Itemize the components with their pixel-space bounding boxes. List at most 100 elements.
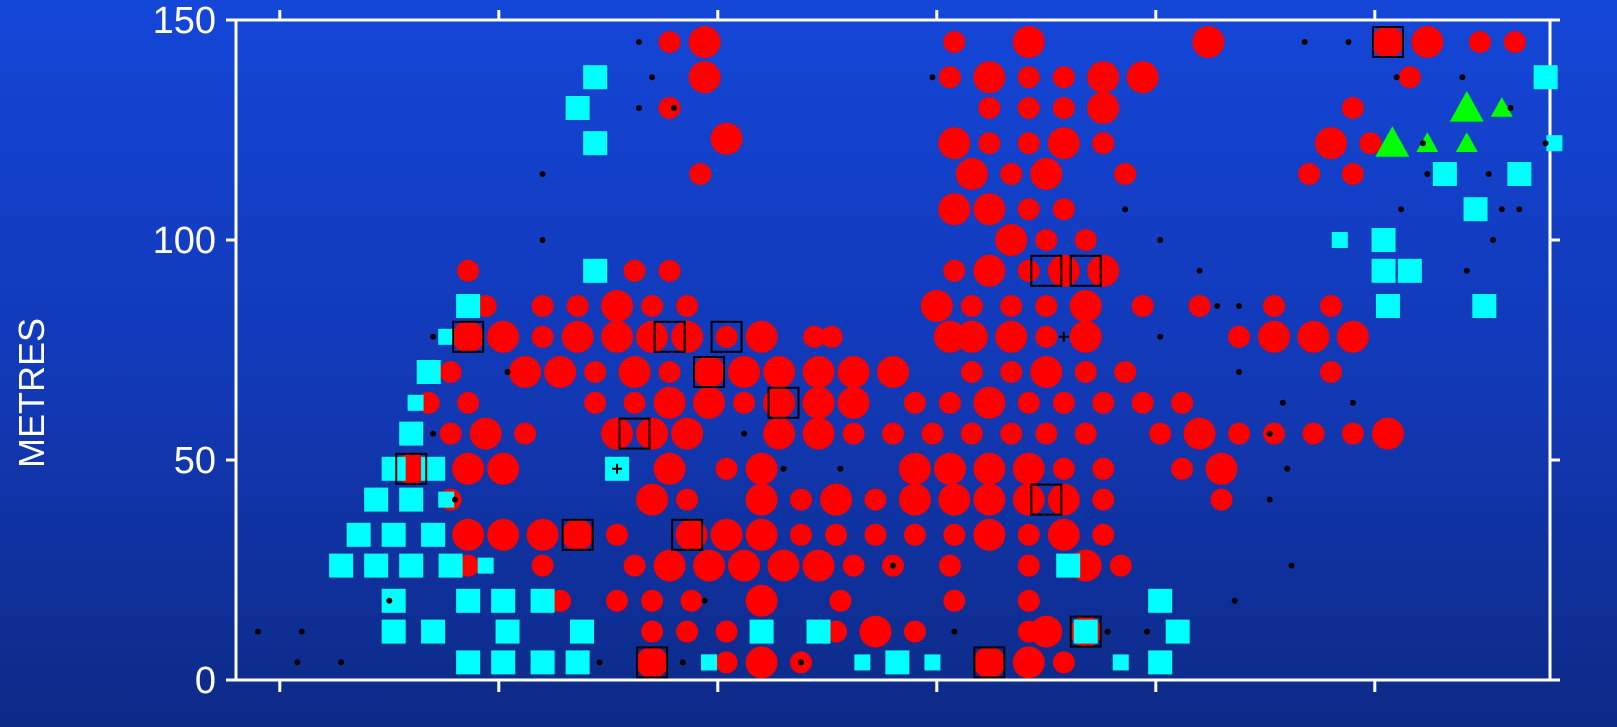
red-circle-point bbox=[452, 518, 485, 551]
outline-square-marker bbox=[395, 452, 428, 485]
red-circle-point bbox=[601, 417, 634, 450]
red-circle-point bbox=[1298, 163, 1321, 185]
red-circle-point bbox=[680, 589, 703, 612]
red-circle-point bbox=[1258, 320, 1291, 353]
black-dot-point bbox=[701, 597, 708, 604]
red-circle-point bbox=[457, 391, 480, 414]
red-circle-point bbox=[1192, 26, 1225, 58]
black-dot-point bbox=[1214, 303, 1221, 309]
outline-square-marker bbox=[1030, 254, 1063, 287]
black-dot-point bbox=[254, 628, 261, 635]
red-circle-point bbox=[1109, 554, 1132, 577]
red-circle-point bbox=[606, 589, 629, 612]
red-circle-point bbox=[1320, 295, 1342, 317]
black-dot-point bbox=[890, 562, 896, 569]
green-triangle-point bbox=[1416, 132, 1439, 152]
red-circle-point bbox=[898, 483, 931, 516]
black-dot-point bbox=[929, 74, 936, 81]
red-circle-point bbox=[710, 518, 743, 551]
red-circle-point bbox=[1336, 320, 1369, 353]
red-circle-point bbox=[820, 325, 843, 348]
red-circle-point bbox=[1341, 163, 1364, 185]
cyan-square-point bbox=[1546, 135, 1563, 152]
y-tick-label: 100 bbox=[153, 220, 216, 262]
red-circle-point bbox=[487, 320, 520, 353]
red-circle-point bbox=[653, 549, 686, 582]
red-circle-point bbox=[1000, 422, 1023, 445]
red-circle-point bbox=[1052, 391, 1075, 414]
black-dot-point bbox=[430, 430, 437, 437]
red-circle-point bbox=[1371, 417, 1404, 450]
red-circle-point bbox=[1017, 523, 1040, 546]
red-circle-point bbox=[1320, 361, 1342, 383]
red-circle-point bbox=[1030, 158, 1063, 190]
red-circle-point bbox=[693, 549, 726, 582]
red-circle-point bbox=[1171, 391, 1194, 414]
black-dot-point bbox=[1231, 597, 1238, 604]
black-dot-point bbox=[1516, 206, 1523, 213]
red-circle-point bbox=[1210, 488, 1233, 511]
red-circle-point bbox=[526, 518, 559, 551]
cyan-square-point bbox=[438, 328, 455, 345]
black-dot-point bbox=[386, 597, 393, 604]
red-circle-point bbox=[1149, 422, 1172, 445]
red-circle-point bbox=[452, 320, 485, 353]
cyan-square-point bbox=[565, 96, 590, 120]
red-circle-point bbox=[837, 356, 870, 388]
red-circle-point bbox=[1263, 295, 1286, 317]
red-circle-point bbox=[1263, 422, 1286, 445]
red-circle-point bbox=[1503, 31, 1526, 53]
cyan-square-point bbox=[1331, 232, 1348, 248]
cyan-square-point bbox=[495, 619, 520, 644]
black-dot-point bbox=[596, 659, 603, 666]
cyan-square-point bbox=[854, 654, 871, 671]
red-circle-point bbox=[487, 452, 520, 485]
black-dot-point bbox=[1104, 628, 1111, 635]
red-circle-point bbox=[658, 31, 681, 53]
cyan-square-point bbox=[456, 650, 481, 675]
cyan-square-point bbox=[1148, 650, 1173, 675]
cyan-square-point bbox=[438, 553, 463, 578]
red-circle-point bbox=[584, 361, 607, 383]
red-circle-point bbox=[1017, 259, 1040, 282]
red-circle-point bbox=[882, 422, 904, 445]
cyan-square-point bbox=[570, 619, 595, 644]
red-circle-point bbox=[1030, 615, 1063, 648]
red-circle-point bbox=[820, 483, 853, 516]
red-circle-point bbox=[995, 224, 1028, 256]
cyan-square-point bbox=[1432, 162, 1457, 186]
red-circle-point bbox=[933, 320, 966, 353]
red-circle-point bbox=[1047, 483, 1080, 516]
black-dot-point bbox=[539, 237, 546, 243]
red-circle-point bbox=[641, 589, 664, 612]
red-circle-point bbox=[689, 163, 712, 185]
red-circle-point bbox=[1052, 66, 1075, 89]
red-circle-point bbox=[803, 325, 826, 348]
red-circle-point bbox=[842, 554, 865, 577]
red-circle-point bbox=[1017, 132, 1040, 155]
red-circle-point bbox=[1000, 163, 1023, 185]
outline-square-marker bbox=[561, 518, 594, 551]
black-dot-point bbox=[951, 628, 958, 635]
red-circle-point bbox=[1017, 391, 1040, 414]
cyan-square-point bbox=[399, 487, 424, 512]
cyan-square-point bbox=[1397, 258, 1422, 283]
red-circle-point bbox=[601, 290, 634, 322]
red-circle-point bbox=[767, 549, 800, 582]
red-circle-point bbox=[829, 589, 852, 612]
red-circle-point bbox=[1092, 488, 1115, 511]
red-circle-point bbox=[1012, 26, 1045, 58]
cyan-square-point bbox=[1056, 553, 1081, 578]
cyan-square-point bbox=[806, 619, 831, 644]
green-triangle-point bbox=[1449, 91, 1484, 122]
red-circle-point bbox=[842, 422, 865, 445]
black-dot-point bbox=[452, 496, 458, 503]
red-circle-point bbox=[903, 523, 926, 546]
red-circle-point bbox=[825, 620, 848, 643]
cyan-square-point bbox=[346, 522, 371, 547]
cyan-square-point bbox=[1375, 294, 1400, 318]
outline-square-marker bbox=[1069, 615, 1102, 648]
red-circle-point bbox=[1047, 127, 1080, 160]
cyan-square-point bbox=[421, 522, 446, 547]
cyan-square-point bbox=[1533, 65, 1558, 90]
